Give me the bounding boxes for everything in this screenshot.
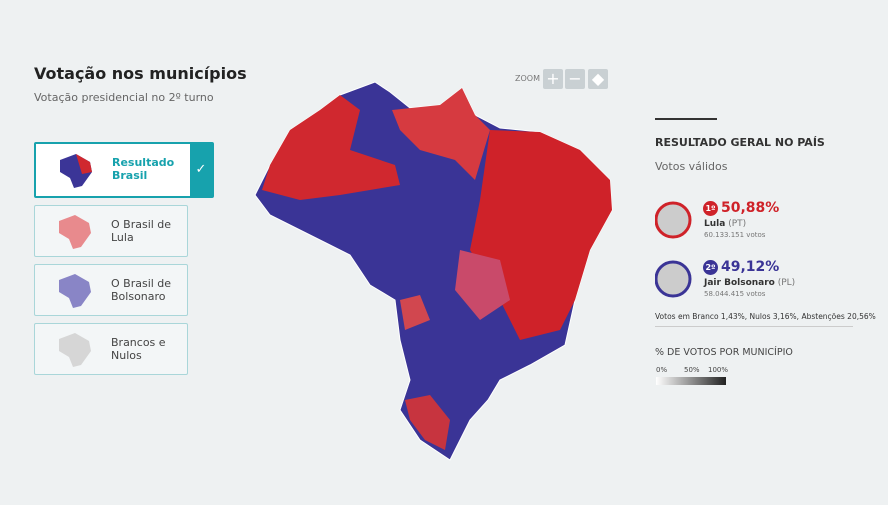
divider — [655, 326, 853, 327]
option-card[interactable]: Resultado Brasil ✓ — [34, 142, 214, 198]
mini-map — [59, 333, 91, 367]
rank-badge: 2º — [703, 260, 718, 275]
option-label: O Brasil de Bolsonaro — [111, 277, 172, 303]
candidate-party: (PT) — [728, 219, 747, 229]
candidate-name: Jair Bolsonaro — [704, 278, 775, 288]
option-card[interactable]: O Brasil de Lula — [34, 205, 188, 257]
candidate-party: (PL) — [777, 278, 796, 288]
title: Votação nos municípios — [34, 64, 247, 83]
option-label: Brancos e Nulos — [111, 336, 166, 362]
mini-map — [60, 154, 92, 188]
mini-map — [59, 274, 91, 308]
option-card[interactable]: Brancos e Nulos — [34, 323, 188, 375]
map-region — [400, 295, 430, 330]
option-card[interactable]: O Brasil de Bolsonaro — [34, 264, 188, 316]
option-label: Resultado Brasil — [112, 156, 175, 182]
candidate-votes: 58.044.415 votos — [704, 290, 766, 298]
check: ✓ — [190, 144, 212, 196]
candidate-name: Lula — [704, 219, 726, 229]
legend-tick: 100% — [708, 366, 729, 374]
zoom-out[interactable]: − — [565, 69, 585, 89]
option-label: O Brasil de Lula — [111, 218, 172, 244]
zoom-reset[interactable]: ◆ — [588, 69, 608, 89]
map-region — [262, 95, 400, 200]
results-subtitle: Votos válidos — [655, 160, 728, 173]
map-region — [405, 395, 450, 450]
candidate-percent: 50,88% — [721, 200, 780, 216]
legend-gradient — [656, 377, 726, 385]
avatar — [655, 201, 692, 239]
candidate-percent: 49,12% — [721, 259, 780, 275]
mini-map — [59, 215, 91, 249]
candidate-votes: 60.133.151 votos — [704, 231, 766, 239]
zoom-label: ZOOM — [515, 74, 540, 83]
legend-tick: 0% — [656, 366, 668, 374]
map-region — [455, 250, 510, 320]
zoom-in[interactable]: + — [543, 69, 563, 89]
map-region — [392, 88, 490, 180]
rank-badge: 1º — [703, 201, 718, 216]
legend-tick: 50% — [684, 366, 700, 374]
subtitle: Votação presidencial no 2º turno — [34, 91, 214, 104]
legend-title: % DE VOTOS POR MUNICÍPIO — [655, 347, 793, 358]
divider — [655, 118, 717, 120]
results-title: RESULTADO GERAL NO PAÍS — [655, 136, 825, 149]
footnote: Votos em Branco 1,43%, Nulos 3,16%, Abst… — [655, 312, 876, 321]
avatar — [655, 260, 692, 298]
